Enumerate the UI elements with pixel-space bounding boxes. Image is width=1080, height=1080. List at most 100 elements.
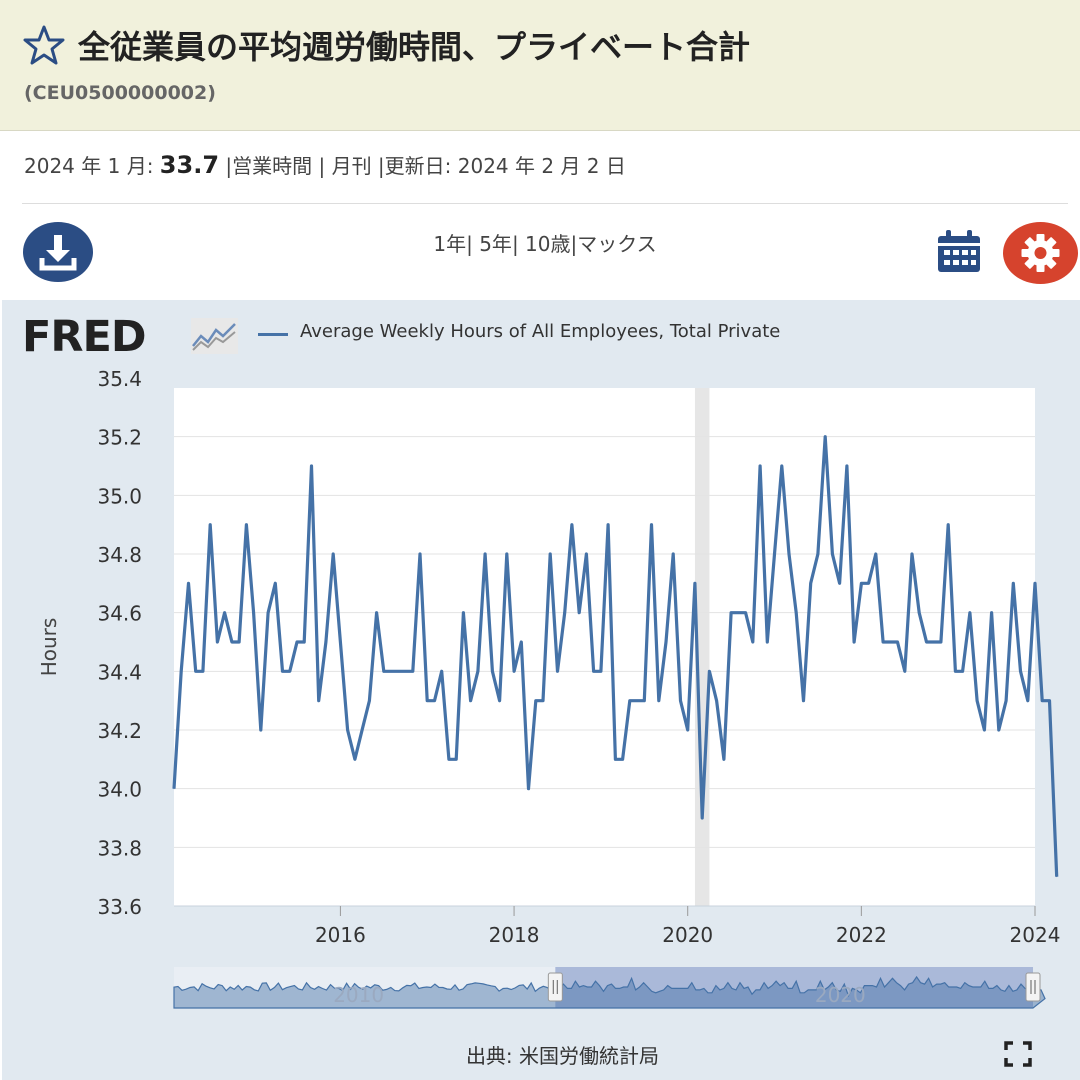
data-point bbox=[542, 700, 544, 702]
data-point bbox=[1012, 582, 1014, 584]
data-point bbox=[752, 641, 754, 643]
x-tick-label: 2020 bbox=[662, 923, 713, 947]
data-point bbox=[708, 670, 710, 672]
data-point bbox=[774, 553, 776, 555]
data-point bbox=[636, 700, 638, 702]
data-point bbox=[224, 612, 226, 614]
data-point bbox=[433, 700, 435, 702]
data-point bbox=[332, 553, 334, 555]
data-point bbox=[455, 758, 457, 760]
y-tick-label: 35.2 bbox=[97, 426, 142, 450]
gear-icon[interactable] bbox=[1003, 222, 1078, 284]
data-point bbox=[781, 465, 783, 467]
legend-swatch bbox=[258, 333, 288, 336]
x-tick-label: 2018 bbox=[489, 923, 540, 947]
y-tick-label: 33.8 bbox=[97, 836, 142, 860]
data-point bbox=[795, 612, 797, 614]
data-point bbox=[607, 524, 609, 526]
data-point bbox=[860, 582, 862, 584]
data-point bbox=[600, 670, 602, 672]
data-point bbox=[397, 670, 399, 672]
data-point bbox=[730, 612, 732, 614]
data-point bbox=[383, 670, 385, 672]
data-point bbox=[846, 465, 848, 467]
data-point bbox=[694, 582, 696, 584]
range-1y[interactable]: 1年 bbox=[433, 232, 467, 256]
data-point bbox=[535, 700, 537, 702]
data-point bbox=[187, 582, 189, 584]
series-header: 全従業員の平均週労働時間、プライベート合計 (CEU0500000002) bbox=[0, 0, 1080, 131]
data-point bbox=[875, 553, 877, 555]
data-point bbox=[412, 670, 414, 672]
data-point bbox=[339, 641, 341, 643]
data-point bbox=[506, 553, 508, 555]
observation-value: 33.7 bbox=[159, 151, 220, 179]
data-point bbox=[962, 670, 964, 672]
data-point bbox=[614, 758, 616, 760]
range-10y[interactable]: | 10歳 bbox=[511, 232, 571, 256]
data-point bbox=[520, 641, 522, 643]
navigator-handle[interactable] bbox=[547, 972, 563, 1002]
download-icon[interactable] bbox=[23, 222, 93, 282]
range-max[interactable]: |マックス bbox=[570, 232, 657, 256]
data-point bbox=[918, 612, 920, 614]
data-point bbox=[897, 641, 899, 643]
data-point bbox=[737, 612, 739, 614]
y-tick-label: 34.4 bbox=[97, 660, 142, 684]
data-point bbox=[788, 553, 790, 555]
data-point bbox=[665, 641, 667, 643]
data-point bbox=[549, 553, 551, 555]
data-point bbox=[824, 436, 826, 438]
navigator-year-label: 2020 bbox=[815, 983, 866, 1007]
data-point bbox=[904, 670, 906, 672]
data-point bbox=[173, 788, 175, 790]
data-point bbox=[817, 553, 819, 555]
data-point bbox=[1005, 700, 1007, 702]
data-point bbox=[260, 729, 262, 731]
data-point bbox=[1056, 876, 1058, 878]
data-point bbox=[954, 670, 956, 672]
data-point bbox=[578, 612, 580, 614]
navigator-year-label: 2010 bbox=[333, 983, 384, 1007]
data-point bbox=[853, 641, 855, 643]
data-point bbox=[180, 670, 182, 672]
data-point bbox=[672, 553, 674, 555]
fullscreen-icon[interactable] bbox=[1004, 1041, 1032, 1067]
data-point bbox=[976, 700, 978, 702]
data-point bbox=[839, 582, 841, 584]
data-point bbox=[925, 641, 927, 643]
data-point bbox=[983, 729, 985, 731]
y-tick-label: 34.0 bbox=[97, 778, 142, 802]
data-point bbox=[441, 670, 443, 672]
data-point bbox=[629, 700, 631, 702]
data-point bbox=[484, 553, 486, 555]
data-point bbox=[882, 641, 884, 643]
data-point bbox=[513, 670, 515, 672]
page-title: 全従業員の平均週労働時間、プライベート合計 bbox=[78, 28, 751, 66]
data-point bbox=[687, 729, 689, 731]
data-point bbox=[679, 700, 681, 702]
observation-date: 2024 年 1 月: bbox=[24, 154, 160, 178]
data-point bbox=[745, 612, 747, 614]
data-point bbox=[209, 524, 211, 526]
data-point bbox=[325, 641, 327, 643]
data-point bbox=[462, 612, 464, 614]
data-point bbox=[354, 758, 356, 760]
series-details: |営業時間 | 月刊 |更新日: 2024 年 2 月 2 日 bbox=[219, 154, 626, 178]
x-tick-label: 2022 bbox=[836, 923, 887, 947]
star-outline-icon[interactable] bbox=[22, 23, 66, 67]
data-point bbox=[267, 612, 269, 614]
navigator-handle[interactable] bbox=[1025, 972, 1041, 1002]
data-point bbox=[969, 612, 971, 614]
data-point bbox=[303, 641, 305, 643]
calendar-icon[interactable] bbox=[936, 228, 982, 274]
data-point bbox=[289, 670, 291, 672]
legend-label: Average Weekly Hours of All Employees, T… bbox=[300, 321, 781, 342]
data-point bbox=[376, 612, 378, 614]
y-tick-label: 35.4 bbox=[97, 367, 142, 391]
data-point bbox=[253, 612, 255, 614]
data-point bbox=[274, 582, 276, 584]
data-point bbox=[802, 700, 804, 702]
range-5y[interactable]: | 5年 bbox=[466, 232, 512, 256]
data-point bbox=[470, 700, 472, 702]
